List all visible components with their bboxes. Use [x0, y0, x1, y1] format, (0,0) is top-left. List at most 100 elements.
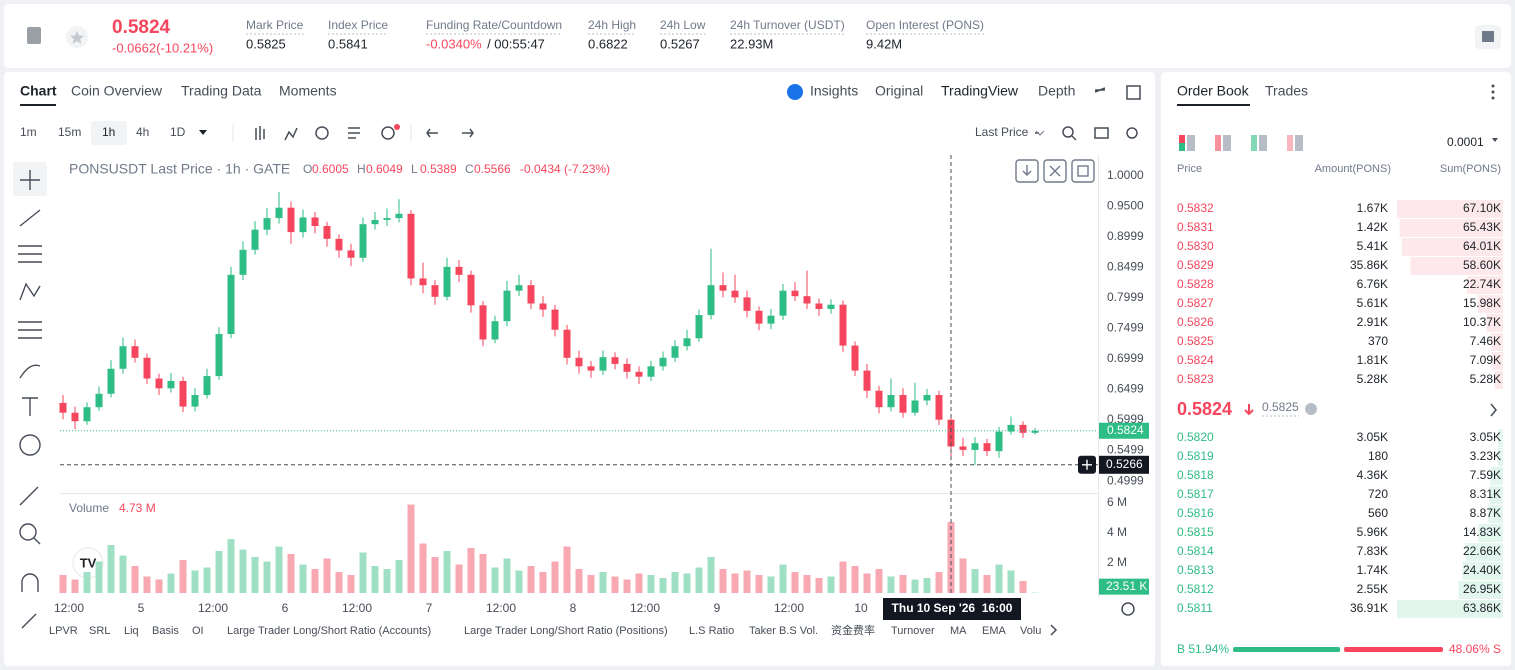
volume-bar: [515, 570, 523, 593]
candle-body: [911, 400, 919, 413]
depth-bar: [1491, 333, 1503, 351]
chart-settings[interactable]: [1121, 602, 1135, 616]
view-tab[interactable]: Original: [875, 83, 923, 99]
indicator-tab[interactable]: 资金费率: [831, 623, 875, 637]
candle-body: [683, 338, 691, 347]
candle-body: [527, 285, 535, 304]
candle-body: [419, 278, 427, 286]
indicator-tab[interactable]: Large Trader Long/Short Ratio (Positions…: [464, 625, 668, 637]
volume-bar: [875, 569, 883, 593]
volume-bar: [623, 579, 631, 593]
indicator-tab[interactable]: Turnover: [891, 625, 935, 637]
indicator-tab[interactable]: Large Trader Long/Short Ratio (Accounts): [227, 625, 431, 637]
stat-value: 0.5825: [246, 36, 286, 51]
candle-body: [347, 250, 355, 258]
ob-tab[interactable]: Trades: [1265, 83, 1308, 99]
tab[interactable]: Moments: [279, 83, 337, 99]
x-tick-label: 12:00: [630, 601, 660, 615]
volume-bar: [179, 560, 187, 593]
indicator-tab[interactable]: Volu: [1020, 625, 1041, 637]
ob-precision[interactable]: 0.0001: [1447, 135, 1484, 149]
ob-sum: 7.09K: [1470, 353, 1501, 367]
y-tick-label: 0.4999: [1107, 473, 1144, 487]
candle-body: [1031, 430, 1039, 433]
candle-body: [143, 357, 151, 379]
x-tick-label: 12:00: [774, 601, 804, 615]
indicator-tab[interactable]: MA: [950, 625, 967, 637]
ob-sum: 22.66K: [1463, 544, 1501, 558]
stat-label: 24h Turnover (USDT): [730, 18, 845, 32]
volume-bar: [371, 566, 379, 593]
y-tick-label: 0.7999: [1107, 290, 1144, 304]
indicator-tab[interactable]: Taker B.S Vol.: [749, 625, 818, 637]
candle-body: [539, 303, 547, 310]
volume-bar: [107, 545, 115, 593]
indicator-tab[interactable]: Basis: [152, 625, 179, 637]
volume-bar: [551, 561, 559, 593]
interval[interactable]: 4h: [136, 125, 149, 139]
view-tab[interactable]: TradingView: [941, 83, 1019, 99]
buy-ratio: B 51.94%: [1177, 642, 1229, 656]
y-tick-label: 0.9500: [1107, 199, 1144, 213]
stat-label: Open Interest (PONS): [866, 18, 984, 32]
volume-tag: [1099, 578, 1149, 595]
tab[interactable]: Coin Overview: [71, 83, 163, 99]
ob-amount: 3.05K: [1357, 430, 1388, 444]
ob-price: 0.5814: [1177, 544, 1214, 558]
volume-bar: [59, 575, 67, 593]
depth-bar: [1490, 467, 1503, 485]
volume-bar: [395, 560, 403, 593]
ob-price: 0.5813: [1177, 563, 1214, 577]
indicator-tab[interactable]: L.S Ratio: [689, 625, 734, 637]
indicator-tab[interactable]: LPVR: [49, 625, 78, 637]
ob-price: 0.5816: [1177, 506, 1214, 520]
tv-logo-text: TV: [80, 555, 97, 570]
volume-bar: [851, 566, 859, 593]
indicator-tab[interactable]: SRL: [89, 625, 110, 637]
interval[interactable]: 1h: [102, 125, 115, 139]
candle-body: [83, 407, 91, 422]
stat-value: 0.5841: [328, 36, 368, 51]
volume-bar: [887, 576, 895, 593]
candle-body: [239, 249, 247, 275]
view-tab[interactable]: Insights: [810, 83, 858, 99]
indicator-tab[interactable]: EMA: [982, 625, 1007, 637]
candle-body: [863, 370, 871, 391]
indicator-tab[interactable]: OI: [192, 625, 204, 637]
ob-sum: 8.87K: [1470, 506, 1501, 520]
ob-tab[interactable]: Order Book: [1177, 83, 1250, 99]
chart-title: PONSUSDT Last Price · 1h · GATE: [69, 161, 290, 177]
pane-buttons[interactable]: [1015, 159, 1095, 183]
tab[interactable]: Trading Data: [181, 83, 262, 99]
dropdown-icon: [199, 130, 207, 135]
candle-body: [323, 226, 331, 239]
ob-amount: 560: [1368, 506, 1388, 520]
depth-bar: [1397, 600, 1503, 618]
legend-value: -0.0434 (-7.23%): [520, 162, 610, 176]
candle-body: [71, 412, 79, 422]
indicator-tab[interactable]: Liq: [124, 625, 139, 637]
depth-bar: [1465, 543, 1503, 561]
view-tab[interactable]: Depth: [1038, 83, 1075, 99]
interval[interactable]: 1m: [20, 125, 37, 139]
stat-value: 0.5267: [660, 36, 700, 51]
candle-body: [119, 346, 127, 369]
volume-bar: [275, 546, 283, 593]
tab[interactable]: Chart: [20, 83, 57, 99]
price-type[interactable]: Last Price: [975, 125, 1029, 139]
interval[interactable]: 1D: [170, 125, 186, 139]
volume-bar: [527, 566, 535, 593]
ob-amount: 5.41K: [1357, 239, 1388, 253]
scroll-right[interactable]: [1050, 624, 1058, 636]
candle-body: [695, 315, 703, 339]
volume-bar: [443, 551, 451, 593]
candle-body: [167, 380, 175, 389]
ob-sum: 65.43K: [1463, 220, 1501, 234]
interval[interactable]: 15m: [58, 125, 81, 139]
candle-body: [191, 394, 199, 407]
book-icon: [1482, 31, 1494, 42]
chevron[interactable]: [1490, 403, 1497, 417]
x-tick-label: 12:00: [486, 601, 516, 615]
x-tick-label: 12:00: [198, 601, 228, 615]
depth-mode-icons[interactable]: [1179, 135, 1303, 151]
